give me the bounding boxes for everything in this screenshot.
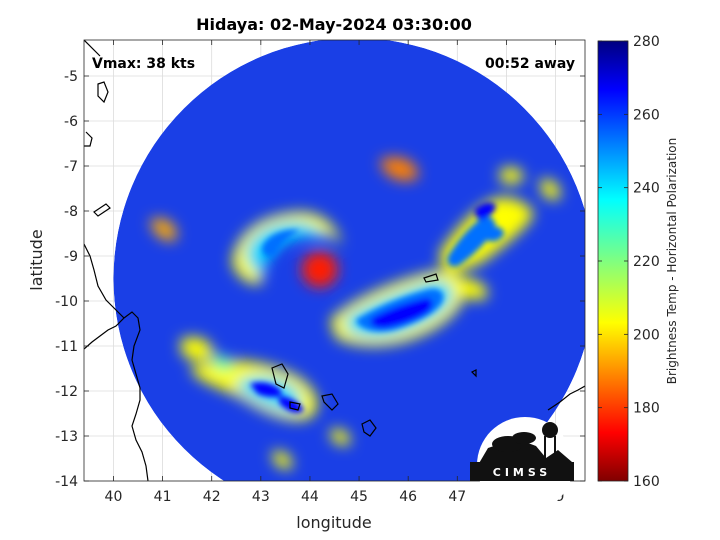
coastline: [84, 40, 585, 481]
x-axis-label: longitude: [296, 513, 371, 532]
cimss-logo: CIMSS: [470, 417, 574, 513]
y-tick-label: -8: [64, 204, 78, 220]
convection-region: [250, 382, 282, 397]
convection-region: [540, 179, 561, 200]
colorbar-tick-label: 200: [633, 327, 660, 343]
y-tick-label: -10: [55, 294, 78, 310]
colorbar-tick-label: 180: [633, 401, 660, 417]
colorbar-tick-label: 280: [633, 34, 660, 50]
colorbar-tick-label: 240: [633, 181, 660, 197]
island-pemba: [93, 203, 111, 217]
x-tick-label: 43: [252, 489, 270, 505]
convection-region: [500, 167, 524, 185]
island-east: [470, 369, 477, 378]
x-tick-label: 45: [350, 489, 368, 505]
coast-northwest: [84, 40, 101, 57]
y-axis-label: latitude: [27, 229, 46, 290]
convection-region: [484, 226, 504, 242]
y-tick-label: -5: [64, 69, 78, 85]
y-tick-label: -7: [64, 159, 78, 175]
convection-region: [262, 229, 300, 257]
convection-region: [246, 222, 326, 276]
vmax-annotation: Vmax: 38 kts: [92, 56, 195, 72]
axes-box: [83, 39, 586, 482]
colorbar-ticks: 160 180 200 220 240 260 280: [598, 34, 660, 490]
y-tick-label: -11: [55, 339, 78, 355]
y-tick-label: -14: [55, 474, 78, 490]
colorbar-label: Brightness Temp - Horizontal Polarizatio…: [665, 138, 679, 385]
colorbar-tick-label: 160: [633, 474, 660, 490]
colorbar-tick-label: 220: [633, 254, 660, 270]
comoros-grande: [271, 363, 289, 389]
y-tick-label: -9: [64, 249, 78, 265]
island-northeast: [423, 273, 439, 283]
convection-region: [272, 450, 293, 470]
kenya-tanzania-coast: [84, 243, 125, 319]
cimss-logo-text: CIMSS: [493, 466, 551, 479]
x-tick-label: 44: [301, 489, 319, 505]
swath: [113, 40, 585, 481]
convection-region: [180, 336, 214, 361]
convection-region: [380, 157, 419, 181]
convection-region: [150, 218, 177, 241]
convection-region: [278, 396, 304, 413]
y-tick-label: -12: [55, 384, 78, 400]
x-tick-label: 42: [203, 489, 221, 505]
y-tick-label: -13: [55, 429, 78, 445]
convection-region: [212, 354, 233, 372]
convection-cores: [250, 202, 504, 413]
convection-region: [460, 278, 488, 301]
x-tick-label: 46: [399, 489, 417, 505]
x-tick-label: 41: [154, 489, 172, 505]
x-tick-label: 40: [105, 489, 123, 505]
swath-background: [113, 40, 585, 481]
convection-region: [370, 298, 433, 328]
africa-coastline: [84, 311, 149, 481]
madagascar-coast: [547, 385, 585, 411]
comoros-moheli: [289, 401, 301, 411]
x-tick-label: 47: [448, 489, 466, 505]
island-west: [84, 131, 93, 147]
convection-region: [330, 428, 351, 446]
mayotte: [361, 419, 377, 437]
y-tick-label: -6: [64, 114, 78, 130]
chart-title: Hidaya: 02-May-2024 03:30:00: [196, 15, 472, 34]
colorbar: [597, 40, 629, 482]
convection-region: [447, 216, 496, 267]
convection-region: [474, 202, 496, 220]
comoros-anjouan: [321, 393, 339, 411]
colorbar-tick-label: 260: [633, 107, 660, 123]
eye-region: [301, 251, 338, 288]
island-north: [97, 81, 109, 104]
y-tick-labels: -5 -6 -7 -8 -9 -10 -11 -12 -13 -14: [55, 69, 78, 490]
time-away-annotation: 00:52 away: [485, 56, 575, 72]
